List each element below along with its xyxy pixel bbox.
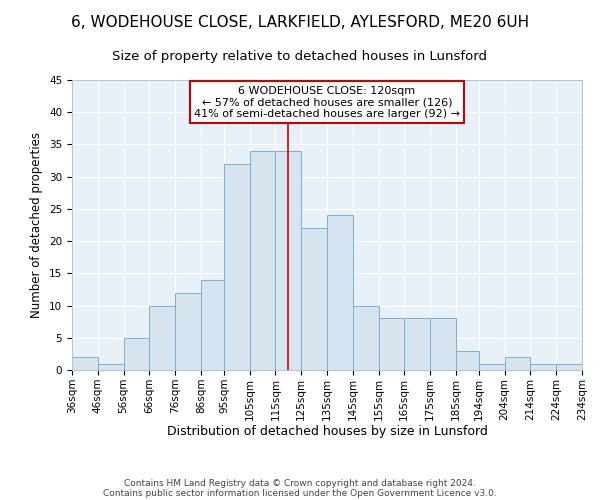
- Bar: [456, 350, 479, 370]
- Bar: [124, 338, 149, 370]
- Text: 6 WODEHOUSE CLOSE: 120sqm
← 57% of detached houses are smaller (126)
41% of semi: 6 WODEHOUSE CLOSE: 120sqm ← 57% of detac…: [194, 86, 460, 119]
- Bar: [556, 364, 582, 370]
- Bar: [201, 280, 224, 370]
- Bar: [275, 151, 301, 370]
- Bar: [149, 306, 175, 370]
- Bar: [404, 318, 430, 370]
- Bar: [530, 364, 556, 370]
- Bar: [379, 318, 404, 370]
- Text: 6, WODEHOUSE CLOSE, LARKFIELD, AYLESFORD, ME20 6UH: 6, WODEHOUSE CLOSE, LARKFIELD, AYLESFORD…: [71, 15, 529, 30]
- Text: Contains public sector information licensed under the Open Government Licence v3: Contains public sector information licen…: [103, 488, 497, 498]
- Bar: [301, 228, 327, 370]
- Text: Size of property relative to detached houses in Lunsford: Size of property relative to detached ho…: [113, 50, 487, 63]
- Bar: [479, 364, 505, 370]
- Y-axis label: Number of detached properties: Number of detached properties: [31, 132, 43, 318]
- Bar: [250, 151, 275, 370]
- Bar: [327, 216, 353, 370]
- Bar: [72, 357, 98, 370]
- Bar: [175, 292, 201, 370]
- Bar: [505, 357, 530, 370]
- Text: Contains HM Land Registry data © Crown copyright and database right 2024.: Contains HM Land Registry data © Crown c…: [124, 478, 476, 488]
- X-axis label: Distribution of detached houses by size in Lunsford: Distribution of detached houses by size …: [167, 426, 487, 438]
- Bar: [430, 318, 456, 370]
- Bar: [353, 306, 379, 370]
- Bar: [98, 364, 124, 370]
- Bar: [224, 164, 250, 370]
